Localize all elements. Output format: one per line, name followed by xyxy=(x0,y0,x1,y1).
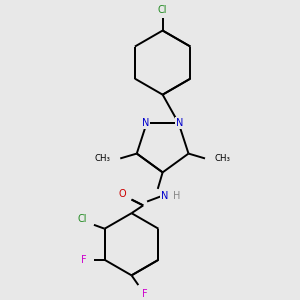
Text: CH₃: CH₃ xyxy=(94,154,110,163)
Text: N: N xyxy=(176,118,183,128)
Text: Cl: Cl xyxy=(158,5,167,15)
Text: H: H xyxy=(172,191,180,201)
Text: Cl: Cl xyxy=(77,214,87,224)
Text: CH₃: CH₃ xyxy=(215,154,231,163)
Text: N: N xyxy=(161,191,168,201)
Text: N: N xyxy=(142,118,149,128)
Text: F: F xyxy=(142,289,148,299)
Text: O: O xyxy=(119,189,127,199)
Text: F: F xyxy=(81,255,87,265)
